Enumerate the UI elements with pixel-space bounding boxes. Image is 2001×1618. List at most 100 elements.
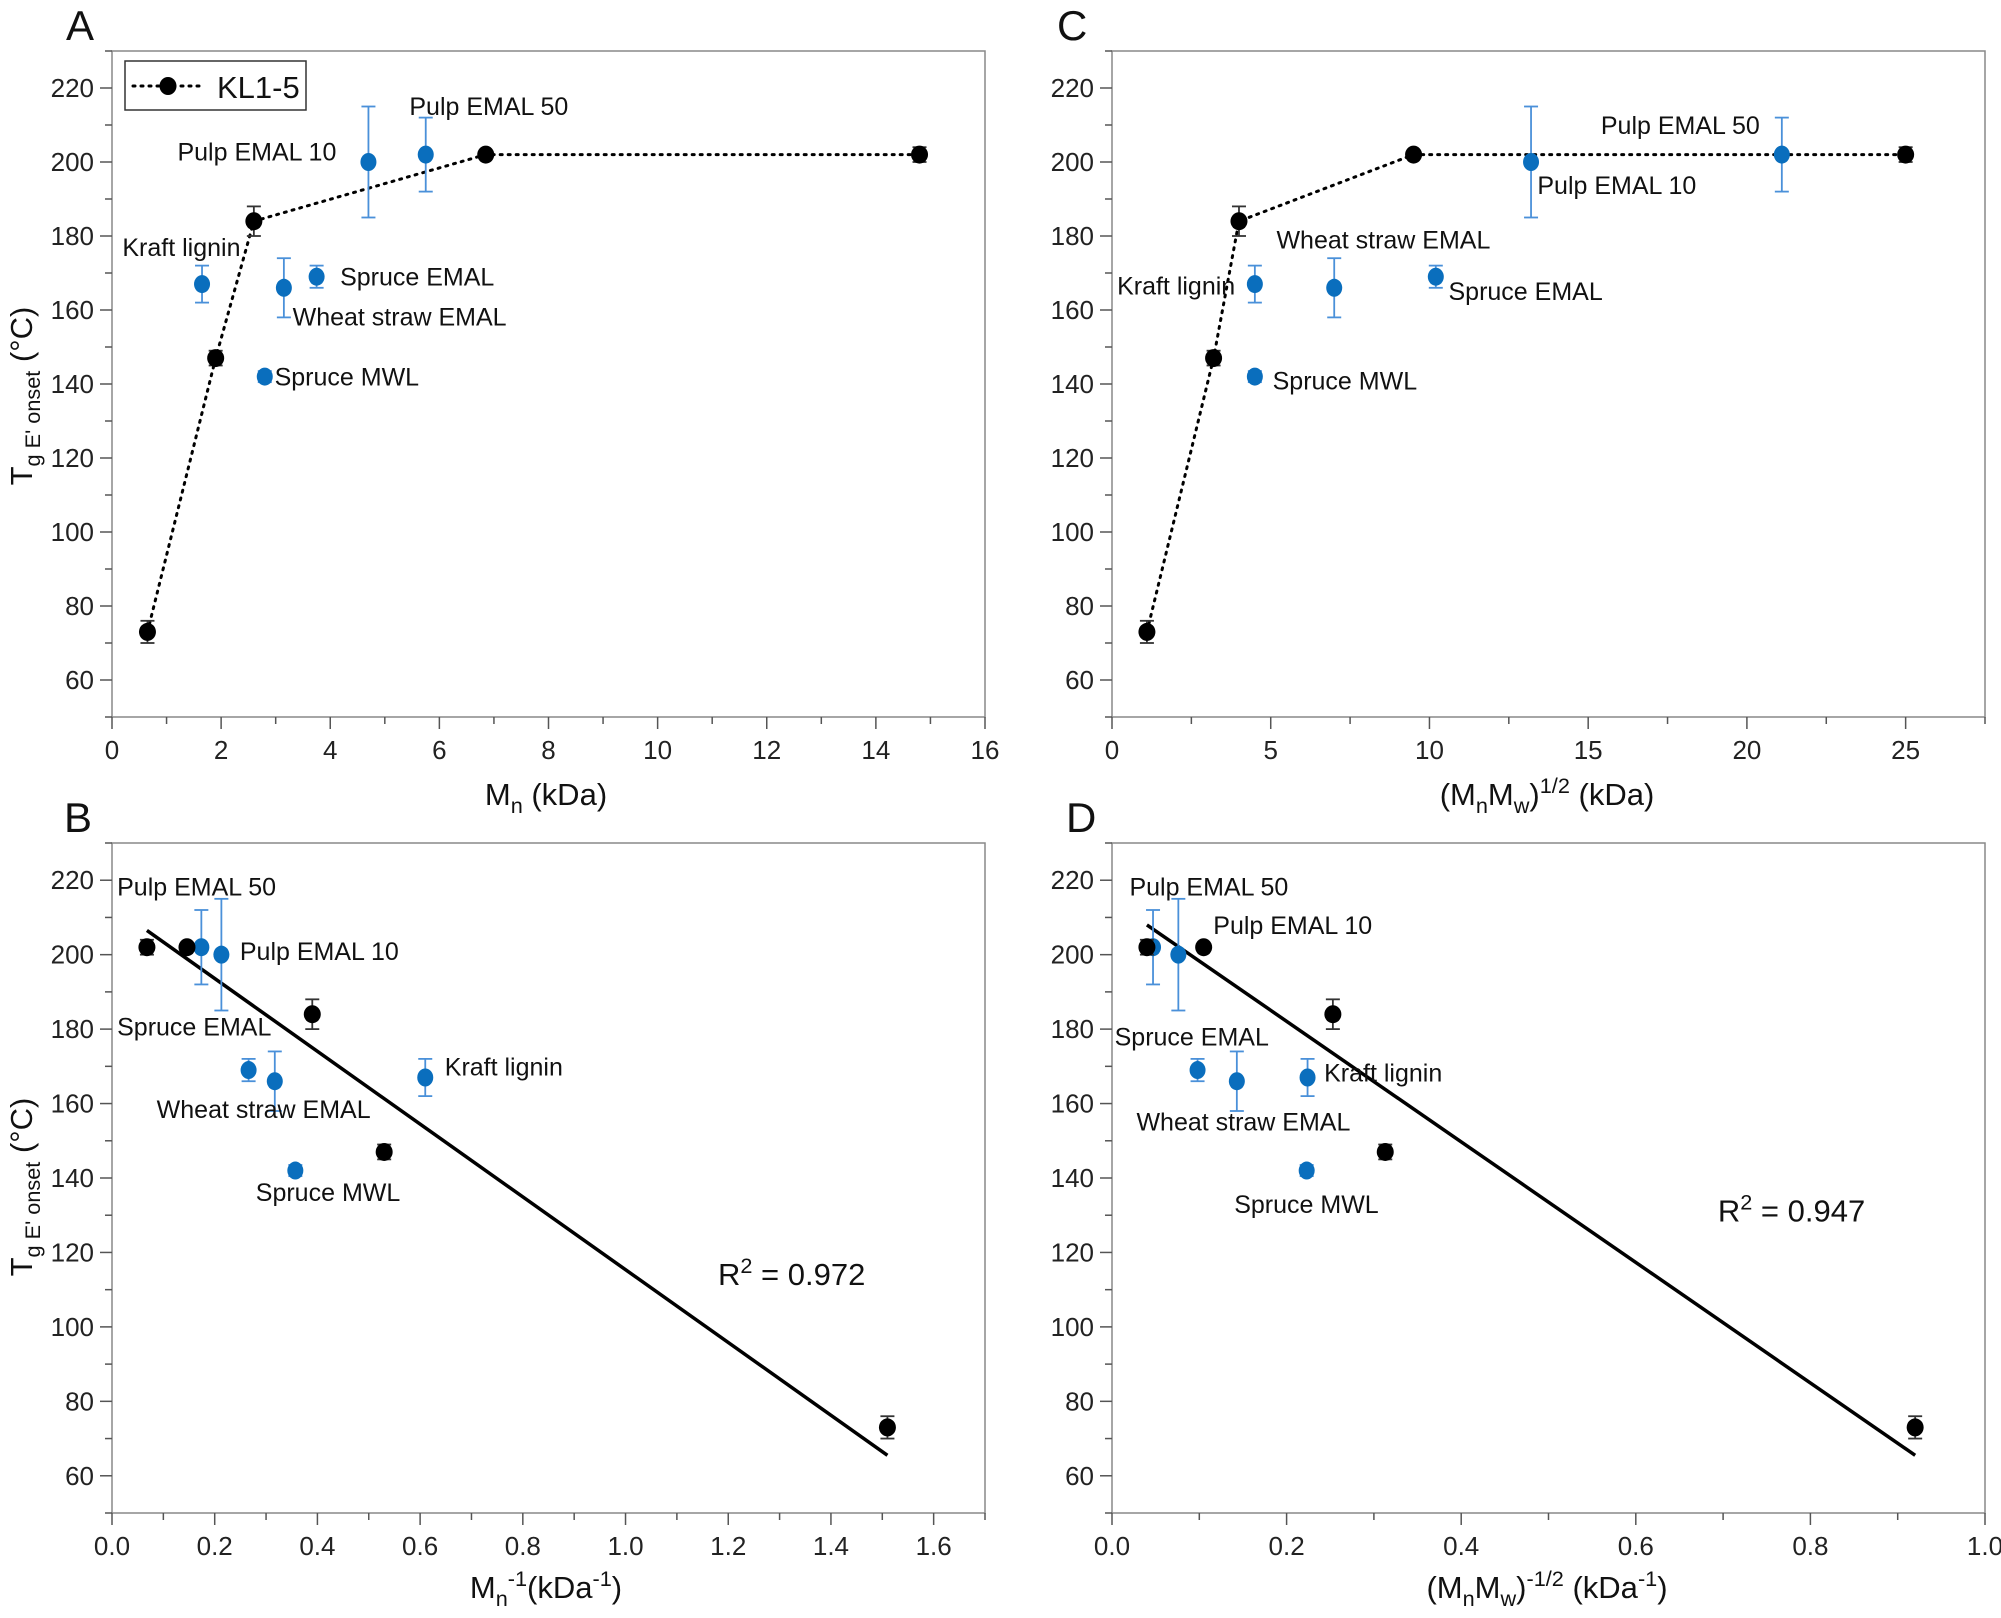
kl-point [207, 349, 225, 368]
sample-point [193, 938, 210, 957]
panel-A: A 0 2 4 6 8 10 12 14 16 60 80 100 120 140 160 180 200 220 M… [4, 2, 999, 818]
y-tick-label: 200 [1051, 940, 1094, 970]
point-annotation: Pulp EMAL 50 [117, 874, 276, 902]
sample-point [1246, 367, 1263, 386]
label-part: n [1476, 793, 1488, 818]
label-part: ) [1657, 1570, 1667, 1605]
y-tick-label: 140 [51, 1163, 94, 1193]
point-annotation: Pulp EMAL 10 [1213, 912, 1372, 940]
y-tick-label: 100 [51, 517, 94, 547]
x-tick-label: 0 [105, 735, 119, 765]
y-tick-label: 200 [1051, 147, 1094, 177]
sample-point [1427, 267, 1444, 286]
point-annotation: Kraft lignin [445, 1053, 563, 1081]
sample-point [1773, 145, 1790, 164]
y-tick-label: 60 [1065, 1461, 1094, 1491]
point-annotation: Kraft lignin [1324, 1060, 1442, 1088]
y-tick-label: 140 [1051, 369, 1094, 399]
label-part: T [4, 466, 39, 485]
panel-letter: A [66, 2, 94, 49]
y-tick-label: 180 [1051, 1014, 1094, 1044]
label-part: R [718, 1257, 740, 1292]
sample-point [194, 275, 211, 294]
label-part: (M [1426, 1570, 1462, 1605]
label-part: (M [1440, 777, 1476, 812]
x-tick-label: 1.4 [813, 1531, 849, 1561]
y-tick-label: 160 [1051, 295, 1094, 325]
panel-letter: B [64, 794, 92, 841]
x-axis-title: (MnMw)1/2 (kDa) [1440, 773, 1655, 818]
label-part: T [4, 1257, 39, 1276]
label-part: (kDa [1564, 1570, 1639, 1605]
y-tick-label: 220 [1051, 73, 1094, 103]
point-annotation: Spruce EMAL [1115, 1024, 1269, 1052]
point-annotation: Kraft lignin [122, 234, 240, 262]
x-tick-label: 4 [323, 735, 337, 765]
point-annotation: Wheat straw EMAL [157, 1096, 371, 1124]
point-annotation: Pulp EMAL 50 [409, 93, 568, 121]
sample-point [1523, 153, 1540, 171]
point-annotation: Spruce MWL [256, 1179, 401, 1207]
point-annotation: Pulp EMAL 10 [240, 938, 399, 966]
point-annotation: Pulp EMAL 50 [1129, 874, 1288, 902]
label-part: M [1488, 777, 1514, 812]
x-tick-label: 0 [1105, 735, 1119, 765]
y-tick-label: 60 [1065, 665, 1094, 695]
point-annotation: Pulp EMAL 10 [177, 139, 336, 167]
x-tick-label: 15 [1574, 735, 1603, 765]
kl-point [1897, 145, 1915, 164]
x-tick-label: 0.6 [402, 1531, 438, 1561]
y-tick-label: 80 [65, 1386, 94, 1416]
kl-point [375, 1142, 393, 1161]
x-tick-label: 12 [752, 735, 781, 765]
legend-marker [159, 77, 177, 95]
x-tick-label: 1.2 [710, 1531, 746, 1561]
legend-box [124, 60, 307, 111]
label-part: (kDa [527, 1570, 593, 1605]
kl-point [1195, 938, 1213, 957]
x-tick-label: 10 [1415, 735, 1444, 765]
y-tick-label: 160 [51, 295, 94, 325]
x-tick-label: 20 [1732, 735, 1761, 765]
label-part: 2 [740, 1253, 752, 1278]
x-tick-label: 8 [541, 735, 555, 765]
x-tick-label: 0.4 [1443, 1531, 1479, 1561]
label-part: w [1499, 1586, 1516, 1611]
kl-point [477, 145, 495, 164]
sample-point [1189, 1061, 1206, 1080]
y-tick-label: 140 [1051, 1163, 1094, 1193]
label-part: 1/2 [1540, 773, 1570, 798]
point-annotation: Spruce EMAL [117, 1014, 271, 1042]
point-annotation: Pulp EMAL 10 [1537, 172, 1696, 200]
kl-point [1324, 1005, 1342, 1024]
y-tick-label: 100 [51, 1312, 94, 1342]
sample-point [256, 367, 273, 386]
label-part: w [1513, 793, 1530, 818]
y-tick-label: 120 [51, 443, 94, 473]
fit-line [1145, 923, 1917, 1457]
label-part: g E' onset [20, 371, 45, 467]
kl-series-line [1145, 153, 1908, 634]
label-part: (kDa) [1570, 777, 1654, 812]
label-part: -1 [593, 1566, 612, 1591]
y-tick-label: 60 [65, 665, 94, 695]
sample-point [1246, 275, 1263, 294]
point-annotation: Wheat straw EMAL [293, 303, 507, 331]
panel-B: B 0.0 0.2 0.4 0.6 0.8 1.0 1.2 1.4 1.6 60 80 100 120 14… [4, 794, 986, 1611]
kl-point [1376, 1142, 1394, 1161]
kl-point [1405, 145, 1423, 164]
y-tick-label: 200 [51, 147, 94, 177]
kl-point [138, 938, 156, 957]
point-annotation: Spruce MWL [1273, 367, 1418, 395]
sample-point [417, 145, 434, 164]
kl-point [1906, 1418, 1924, 1437]
label-part: n [496, 1586, 508, 1611]
y-tick-label: 200 [51, 940, 94, 970]
label-part: R [1718, 1194, 1740, 1229]
kl-point [178, 938, 196, 957]
sample-point [240, 1061, 257, 1080]
label-part: (°C) [4, 307, 39, 371]
label-part: 2 [1740, 1190, 1752, 1215]
sample-point [213, 945, 230, 964]
fit-line [145, 929, 889, 1457]
